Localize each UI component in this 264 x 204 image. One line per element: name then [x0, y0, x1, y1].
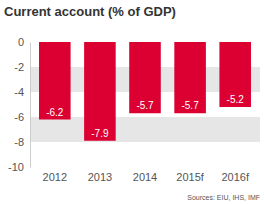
- y-tick: -8: [14, 136, 30, 148]
- y-tick: -6: [14, 111, 30, 123]
- chart: Current account (% of GDP) 0 -2 -4 -6 -8 -10 20…: [0, 0, 264, 204]
- source: Sources: EIU, IHS, IMF: [187, 194, 260, 201]
- bar: [39, 42, 71, 120]
- y-tick-label: -10: [8, 161, 24, 173]
- y-tick: 0: [18, 36, 30, 48]
- y-tick: -10: [8, 161, 30, 173]
- x-axis: 2012 2013 2014 2015f 2016f: [31, 167, 261, 183]
- x-tick-label: 2013: [88, 171, 112, 183]
- y-tick: -4: [14, 86, 30, 98]
- y-tick: -2: [14, 61, 30, 73]
- bar: [219, 42, 251, 107]
- x-axis-line: [31, 167, 261, 168]
- bar: [84, 42, 116, 141]
- data-label: -5.7: [181, 100, 199, 111]
- title: Current account (% of GDP): [4, 4, 176, 19]
- x-tick-label: 2014: [133, 171, 157, 183]
- y-axis-line: [30, 43, 31, 168]
- x-tick: 2016f: [221, 167, 249, 183]
- bar: [174, 42, 206, 113]
- data-label: -7.9: [91, 128, 109, 139]
- y-tick-label: -2: [14, 61, 24, 73]
- y-tick-label: 0: [18, 36, 24, 48]
- x-tick: 2012: [43, 167, 67, 183]
- bar: [129, 42, 161, 113]
- x-tick-label: 2012: [43, 171, 67, 183]
- data-label: -6.2: [46, 107, 64, 118]
- y-tick-label: -8: [14, 136, 24, 148]
- data-labels: -6.2 -7.9 -5.7 -5.7 -5.2: [46, 94, 244, 139]
- grid-band: [30, 117, 260, 142]
- x-tick: 2015f: [176, 167, 204, 183]
- x-tick-label: 2015f: [176, 171, 204, 183]
- bars: [39, 42, 251, 141]
- x-tick-label: 2016f: [221, 171, 249, 183]
- data-label: -5.7: [136, 100, 154, 111]
- y-axis: 0 -2 -4 -6 -8 -10: [8, 36, 30, 173]
- y-tick-label: -6: [14, 111, 24, 123]
- y-tick-label: -4: [14, 86, 24, 98]
- data-label: -5.2: [227, 94, 245, 105]
- x-tick: 2014: [133, 167, 157, 183]
- x-tick: 2013: [88, 167, 112, 183]
